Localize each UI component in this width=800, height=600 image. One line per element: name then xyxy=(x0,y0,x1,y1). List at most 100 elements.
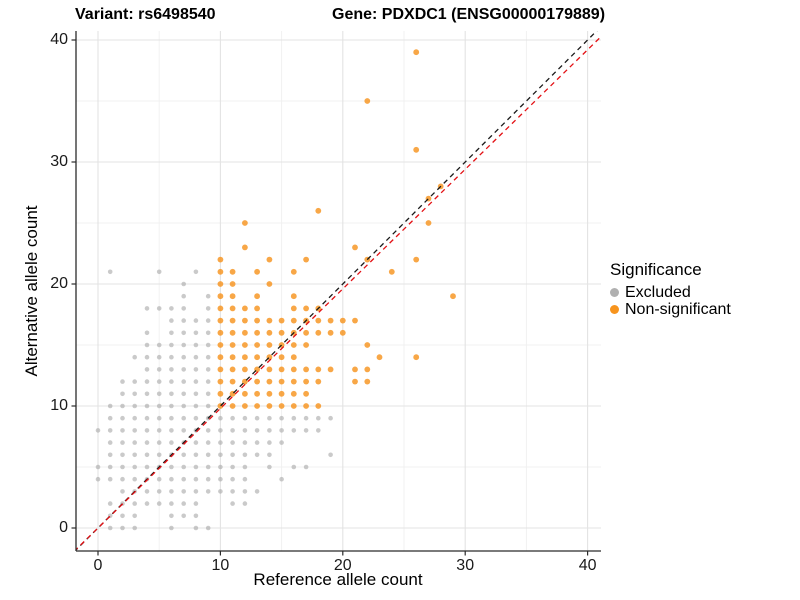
data-point-excluded xyxy=(230,415,235,421)
data-point-excluded xyxy=(144,452,150,458)
variant-title: Variant: rs6498540 xyxy=(75,6,216,23)
data-point-excluded xyxy=(218,464,223,470)
data-point-excluded xyxy=(267,464,272,470)
data-point-excluded xyxy=(169,391,174,397)
data-point-excluded xyxy=(205,391,211,397)
data-point-excluded xyxy=(205,354,211,360)
data-point-excluded xyxy=(169,489,174,494)
data-point-excluded xyxy=(156,489,162,494)
data-point-nonsignificant xyxy=(278,354,285,361)
data-point-excluded xyxy=(205,464,211,470)
data-point-excluded xyxy=(205,367,211,372)
data-point-excluded xyxy=(230,452,235,458)
data-point-excluded xyxy=(144,342,150,348)
data-point-excluded xyxy=(144,501,150,506)
data-point-nonsignificant xyxy=(242,220,248,226)
data-point-excluded xyxy=(193,415,199,421)
data-point-excluded xyxy=(144,354,150,360)
data-point-excluded xyxy=(193,269,199,275)
data-point-excluded xyxy=(193,379,199,384)
data-point-nonsignificant xyxy=(290,378,297,385)
data-point-excluded xyxy=(193,367,199,372)
data-point-nonsignificant xyxy=(229,293,236,300)
data-point-excluded xyxy=(132,354,137,360)
data-point-nonsignificant xyxy=(303,342,309,348)
data-point-excluded xyxy=(156,452,162,458)
data-point-excluded xyxy=(193,489,199,494)
data-point-excluded xyxy=(156,403,162,409)
data-point-nonsignificant xyxy=(290,390,297,397)
data-point-excluded xyxy=(144,379,150,384)
data-point-excluded xyxy=(242,489,248,494)
data-point-excluded xyxy=(205,428,211,433)
data-point-nonsignificant xyxy=(315,403,322,409)
data-point-excluded xyxy=(181,293,186,299)
data-point-nonsignificant xyxy=(327,317,334,324)
data-point-excluded xyxy=(144,367,150,372)
data-point-excluded xyxy=(328,452,333,458)
data-point-excluded xyxy=(193,440,199,445)
data-point-excluded xyxy=(291,464,297,470)
data-point-excluded xyxy=(254,489,260,494)
data-point-nonsignificant xyxy=(229,317,236,324)
data-point-nonsignificant xyxy=(339,329,346,336)
data-point-excluded xyxy=(156,391,162,397)
data-point-nonsignificant xyxy=(315,207,322,214)
data-point-nonsignificant xyxy=(266,378,273,385)
data-point-nonsignificant xyxy=(254,342,260,348)
data-point-excluded xyxy=(132,403,137,409)
data-point-nonsignificant xyxy=(352,244,358,251)
x-tick-label: 10 xyxy=(211,557,230,574)
data-point-excluded xyxy=(132,440,137,445)
data-point-nonsignificant xyxy=(315,366,322,373)
data-point-excluded xyxy=(181,452,186,458)
data-point-excluded xyxy=(132,501,137,506)
data-point-excluded xyxy=(230,476,235,482)
data-point-nonsignificant xyxy=(266,256,273,263)
data-point-nonsignificant xyxy=(242,329,248,336)
data-point-excluded xyxy=(156,428,162,433)
data-point-excluded xyxy=(205,476,211,482)
data-point-excluded xyxy=(267,428,272,433)
data-point-excluded xyxy=(169,428,174,433)
data-point-excluded xyxy=(107,525,113,531)
data-point-nonsignificant xyxy=(290,268,297,275)
data-point-excluded xyxy=(144,428,150,433)
data-point-nonsignificant xyxy=(303,256,309,263)
data-point-excluded xyxy=(242,452,248,458)
data-point-excluded xyxy=(156,367,162,372)
data-point-excluded xyxy=(120,464,125,470)
data-point-excluded xyxy=(120,415,125,421)
y-tick-label: 30 xyxy=(50,153,68,170)
legend-title: Significance xyxy=(610,260,702,279)
data-point-nonsignificant xyxy=(290,354,297,361)
data-point-excluded xyxy=(316,428,321,433)
data-point-excluded xyxy=(181,513,186,519)
nonsignificant-dot-icon xyxy=(610,305,619,314)
data-point-nonsignificant xyxy=(229,366,236,373)
data-point-excluded xyxy=(120,403,125,409)
data-point-excluded xyxy=(230,464,235,470)
data-point-nonsignificant xyxy=(217,268,224,275)
data-point-nonsignificant xyxy=(254,354,260,361)
data-point-excluded xyxy=(95,428,101,433)
data-point-nonsignificant xyxy=(217,390,224,397)
data-point-excluded xyxy=(303,464,309,470)
data-point-excluded xyxy=(169,330,174,336)
data-point-nonsignificant xyxy=(254,317,260,324)
data-point-nonsignificant xyxy=(413,354,420,361)
data-point-excluded xyxy=(120,513,125,519)
panel-background xyxy=(76,31,601,551)
data-point-nonsignificant xyxy=(229,329,236,336)
data-point-nonsignificant xyxy=(278,329,285,336)
data-point-excluded xyxy=(169,403,174,409)
data-point-excluded xyxy=(156,415,162,421)
data-point-nonsignificant xyxy=(364,366,371,373)
data-point-excluded xyxy=(181,428,186,433)
data-point-nonsignificant xyxy=(242,342,248,348)
data-point-excluded xyxy=(132,391,137,397)
data-point-nonsignificant xyxy=(290,403,297,409)
data-point-nonsignificant xyxy=(229,342,236,348)
data-point-excluded xyxy=(193,318,199,323)
